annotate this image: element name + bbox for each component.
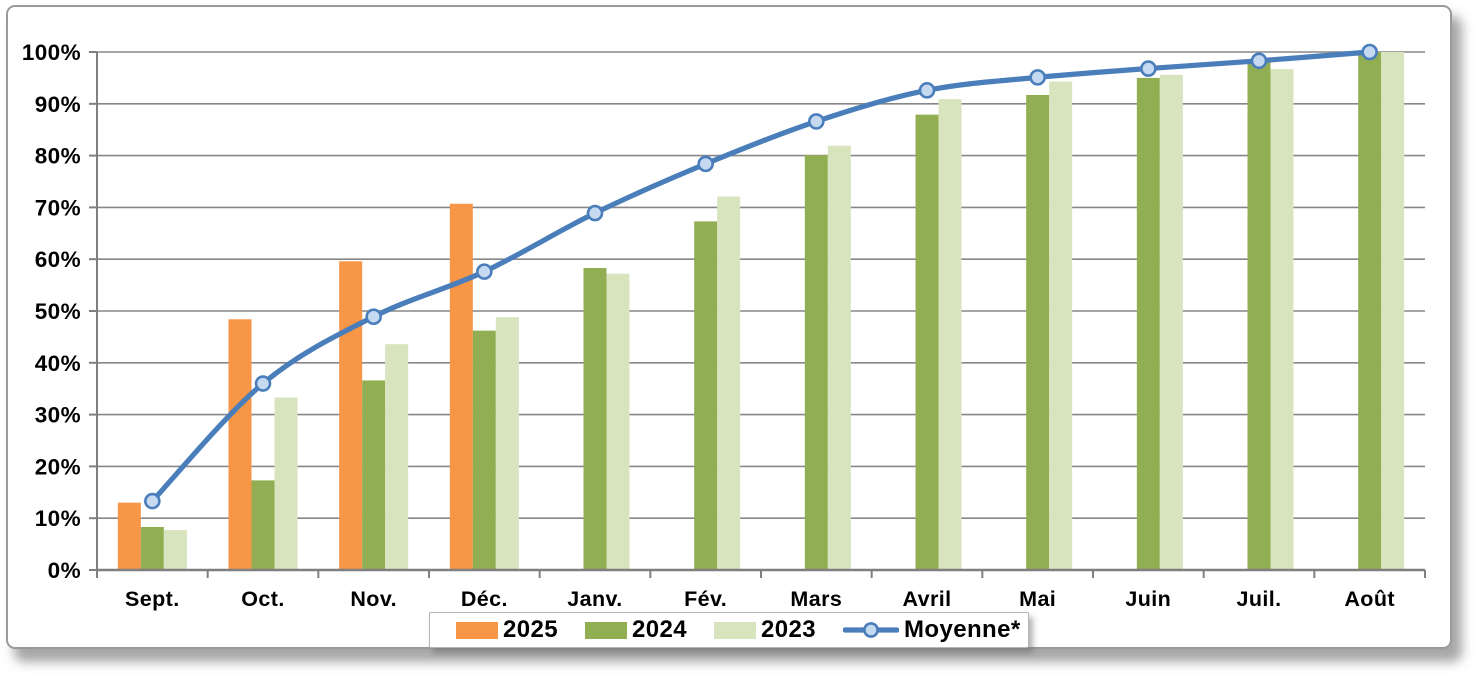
bar-2024-Janv. [583, 268, 607, 570]
y-tick-label-60: 60% [35, 247, 81, 272]
legend-item-2025: 2025 [456, 616, 558, 644]
bar-2024-Juin [1136, 77, 1160, 571]
marker-Moyenne*-Déc. [476, 263, 493, 280]
x-label-Sept.: Sept. [125, 587, 180, 611]
bar-2024-Août [1358, 52, 1382, 570]
y-tick-label-0: 0% [48, 558, 81, 583]
bar-2024-Oct. [251, 480, 275, 570]
marker-Moyenne*-Juil. [1250, 52, 1268, 70]
bar-2024-Fév. [694, 221, 718, 571]
bar-2023-Oct. [274, 397, 298, 570]
bar-2024-Mai [1026, 94, 1050, 570]
marker-Moyenne*-Juin [1140, 60, 1157, 77]
bar-2023-Juin [1159, 74, 1183, 571]
y-tick-label-20: 20% [35, 454, 81, 479]
bar-2023-Janv. [606, 273, 630, 570]
bar-2023-Juil. [1270, 69, 1294, 571]
x-label-Fév.: Fév. [684, 587, 727, 611]
legend-item-2023: 2023 [714, 616, 816, 644]
marker-Moyenne*-Avril [918, 82, 936, 99]
y-tick-label-10: 10% [35, 506, 81, 531]
bar-2024-Nov. [362, 380, 386, 570]
bar-2024-Avril [915, 114, 939, 570]
bar-2023-Déc. [495, 317, 519, 570]
marker-Moyenne*-Fév. [697, 155, 714, 173]
x-label-Juil.: Juil. [1236, 587, 1281, 611]
y-tick-label-70: 70% [35, 195, 81, 220]
x-label-Oct.: Oct. [241, 587, 284, 611]
y-tick-label-30: 30% [35, 403, 81, 428]
x-label-Mai: Mai [1019, 587, 1056, 611]
bar-2025-Oct. [228, 319, 252, 570]
legend-swatch-2025 [456, 621, 498, 639]
x-label-Juin: Juin [1125, 587, 1171, 611]
marker-Moyenne*-Janv. [586, 204, 604, 222]
bar-2023-Mars [827, 145, 851, 570]
bar-2023-Fév. [717, 196, 741, 570]
marker-Moyenne*-Mai [1029, 69, 1046, 86]
legend-item-2024: 2024 [585, 616, 687, 644]
marker-Moyenne*-Oct. [254, 375, 272, 392]
bar-2025-Nov. [339, 261, 363, 570]
y-tick-label-40: 40% [35, 351, 81, 376]
bar-2025-Déc. [449, 203, 473, 571]
bar-2023-Avril [938, 99, 962, 570]
marker-Moyenne*-Mars [808, 113, 825, 130]
x-label-Avril: Avril [903, 587, 952, 611]
bar-2023-Mai [1049, 81, 1073, 570]
x-label-Nov.: Nov. [350, 587, 397, 611]
legend-swatch-2023 [714, 621, 756, 639]
bar-2024-Juil. [1247, 61, 1271, 570]
marker-Moyenne*-Août [1361, 43, 1378, 61]
legend-line-marker-icon [843, 622, 899, 638]
x-label-Déc.: Déc. [461, 587, 508, 611]
y-tick-label-50: 50% [35, 299, 81, 324]
bar-2024-Mars [804, 155, 828, 570]
bar-2023-Sept. [163, 530, 187, 570]
legend-label-2023: 2023 [761, 616, 816, 643]
marker-Moyenne*-Nov. [365, 308, 382, 325]
y-tick-label-80: 80% [35, 144, 81, 169]
legend-label-2025: 2025 [503, 616, 558, 643]
y-tick-label-100: 100% [22, 40, 81, 65]
marker-Moyenne*-Sept. [144, 492, 161, 510]
bar-2025-Sept. [117, 502, 141, 570]
bar-2023-Nov. [385, 344, 409, 570]
line-Moyenne* [149, 49, 1373, 504]
x-label-Mars: Mars [790, 587, 842, 611]
legend-label-Moyenne: Moyenne* [904, 616, 1021, 643]
bar-2023-Août [1381, 52, 1405, 570]
legend-swatch-2024 [585, 621, 627, 639]
legend-item-Moyenne: Moyenne* [843, 616, 1021, 644]
bar-2024-Déc. [472, 330, 496, 570]
x-label-Août: Août [1344, 587, 1395, 611]
x-label-Janv.: Janv. [567, 587, 622, 611]
y-tick-label-90: 90% [35, 92, 81, 117]
legend: 2025 2024 2023 Moyenne* [429, 612, 1029, 648]
bar-2024-Sept. [140, 527, 164, 570]
legend-label-2024: 2024 [632, 616, 687, 643]
